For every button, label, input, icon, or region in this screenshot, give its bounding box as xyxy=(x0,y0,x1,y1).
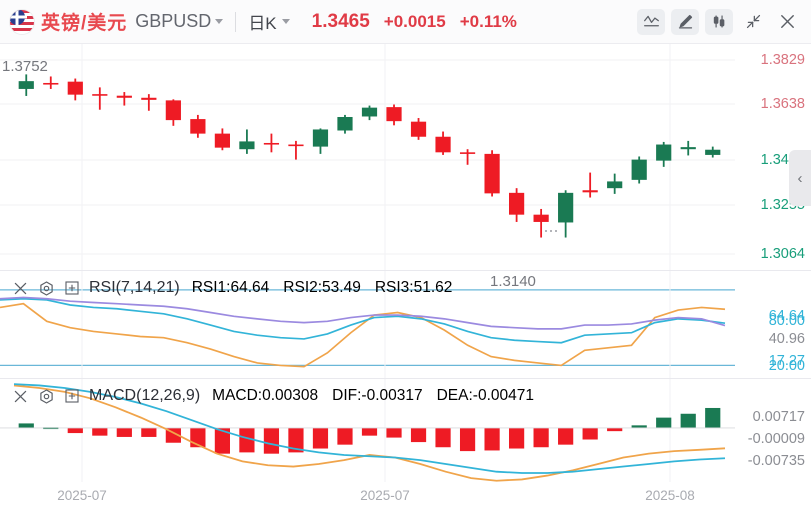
candlestick-type-icon[interactable] xyxy=(705,8,733,35)
last-price: 1.3465 xyxy=(311,10,370,32)
rsi-axis-label: 40.96 xyxy=(768,331,805,347)
header-divider xyxy=(235,11,237,32)
macd-axis-label: 0.00717 xyxy=(752,409,805,425)
rsi-close-icon[interactable] xyxy=(12,280,29,297)
price-axis-label: 1.3638 xyxy=(760,96,805,112)
macd-add-indicator-icon[interactable] xyxy=(64,388,80,404)
header-toolbar xyxy=(637,8,801,35)
time-axis: 2025-07 2025-07 2025-08 xyxy=(0,482,811,510)
rsi-axis-label: 20.00 xyxy=(768,358,805,374)
symbol-name-cn: 英镑/美元 xyxy=(41,13,128,34)
rsi-settings-gear-icon[interactable] xyxy=(38,280,55,297)
indicator-icon[interactable] xyxy=(637,8,665,35)
candlestick-plot[interactable] xyxy=(0,44,735,270)
rsi2-value: RSI2:53.49 xyxy=(283,279,361,296)
rsi-plot[interactable] xyxy=(0,271,735,378)
time-axis-label: 2025-07 xyxy=(360,488,410,503)
macd-axis-label: -0.00735 xyxy=(747,453,805,469)
rsi3-value: RSI3:51.62 xyxy=(374,279,453,296)
rsi-indicator-name[interactable]: RSI(7,14,21) xyxy=(89,279,180,296)
macd-legend: MACD(12,26,9) MACD:0.00308 DIF:-0.00317 … xyxy=(12,383,548,409)
symbol-code: GBPUSD xyxy=(135,11,212,31)
rsi-legend: RSI(7,14,21) RSI1:64.64 RSI2:53.49 RSI3:… xyxy=(12,275,466,301)
candlestick-panel[interactable]: 1.3752 1.3140 1.3829 1.3638 1.3446 1.3255 1.… xyxy=(0,44,811,290)
period-label[interactable]: 日K xyxy=(248,14,277,33)
rsi-add-indicator-icon[interactable] xyxy=(64,280,80,296)
rsi-axis-label: 80.00 xyxy=(768,313,805,329)
macd-value: MACD:0.00308 xyxy=(212,387,319,404)
macd-settings-gear-icon[interactable] xyxy=(38,388,55,405)
price-axis-label: 1.3829 xyxy=(760,52,805,68)
period-high-label: 1.3752 xyxy=(2,58,48,75)
rsi-panel[interactable]: RSI(7,14,21) RSI1:64.64 RSI2:53.49 RSI3:… xyxy=(0,270,811,378)
time-axis-label: 2025-07 xyxy=(57,488,107,503)
price-change: +0.0015 xyxy=(383,11,446,31)
rsi-axis-label: 17.27 xyxy=(768,353,805,369)
macd-panel[interactable]: MACD(12,26,9) MACD:0.00308 DIF:-0.00317 … xyxy=(0,378,811,482)
rsi1-value: RSI1:64.64 xyxy=(191,279,270,296)
chart-header: 英镑/美元 GBPUSD 日K 1.3465 +0.0015 +0.11% xyxy=(0,0,811,44)
period-chevron-down-icon[interactable] xyxy=(281,19,290,24)
macd-axis-label: -0.00009 xyxy=(747,431,805,447)
symbol-chevron-down-icon[interactable] xyxy=(215,19,224,24)
dif-value: DIF:-0.00317 xyxy=(332,387,423,404)
rsi-value-axis: 64.64 80.00 40.96 17.27 20.00 xyxy=(735,271,811,378)
price-axis-label: 1.3064 xyxy=(760,246,805,262)
macd-indicator-name[interactable]: MACD(12,26,9) xyxy=(89,387,201,404)
shrink-icon[interactable] xyxy=(739,9,767,35)
dea-value: DEA:-0.00471 xyxy=(436,387,534,404)
rsi-axis-label: 64.64 xyxy=(768,308,805,324)
macd-value-axis: 0.00717 -0.00009 -0.00735 xyxy=(735,379,811,482)
macd-close-icon[interactable] xyxy=(12,388,29,405)
price-change-percent: +0.11% xyxy=(459,11,517,31)
macd-plot[interactable] xyxy=(0,379,735,482)
collapse-panel-chevron-left-icon[interactable]: ‹ xyxy=(789,150,811,206)
period-low-label: 1.3140 xyxy=(490,273,536,290)
time-axis-label: 2025-08 xyxy=(645,488,695,503)
draw-pencil-icon[interactable] xyxy=(671,8,699,35)
close-icon[interactable] xyxy=(773,9,801,35)
gbp-usd-flag-icon xyxy=(10,9,34,34)
